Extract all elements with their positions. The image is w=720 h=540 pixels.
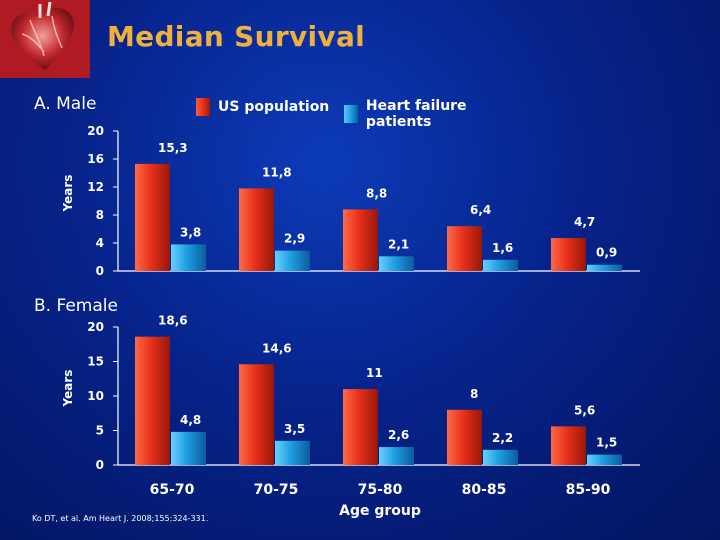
bar-heart-failure	[379, 256, 414, 271]
y-tick-label: 12	[87, 180, 104, 194]
data-label-us: 8,8	[366, 186, 387, 200]
y-tick-label: 0	[96, 458, 104, 472]
bar-heart-failure	[275, 250, 310, 271]
data-label-hf: 3,8	[180, 225, 201, 239]
y-tick-label: 8	[96, 208, 104, 222]
data-label-hf: 2,9	[284, 232, 305, 246]
data-label-hf: 0,9	[596, 246, 617, 260]
bar-heart-failure	[587, 264, 622, 271]
bar-us-population	[447, 409, 482, 465]
data-label-us: 4,7	[574, 215, 595, 229]
data-label-us: 15,3	[158, 141, 188, 155]
data-label-hf: 1,6	[492, 241, 513, 255]
heart-logo-icon	[0, 0, 90, 78]
data-label-hf: 2,2	[492, 431, 513, 445]
data-label-us: 14,6	[262, 341, 292, 355]
bar-us-population	[135, 163, 170, 271]
bar-us-population	[343, 389, 378, 465]
bar-us-population	[239, 364, 274, 465]
bar-us-population	[551, 426, 586, 465]
panel-b-label: B. Female	[34, 296, 118, 316]
x-tick-label: 85-90	[566, 482, 611, 498]
y-tick-label: 16	[87, 152, 104, 166]
y-axis-label: Years	[61, 370, 75, 408]
y-axis-label: Years	[61, 175, 75, 213]
bar-heart-failure	[379, 447, 414, 465]
bar-us-population	[239, 188, 274, 271]
data-label-hf: 1,5	[596, 436, 617, 450]
panel-a-label: A. Male	[34, 94, 97, 114]
x-tick-label: 65-70	[150, 482, 195, 498]
y-tick-label: 4	[96, 236, 104, 250]
bar-heart-failure	[483, 259, 518, 271]
legend-swatch-us	[196, 98, 210, 116]
x-tick-label: 70-75	[254, 482, 299, 498]
bar-us-population	[447, 226, 482, 271]
bar-heart-failure	[171, 244, 206, 271]
bar-heart-failure	[483, 449, 518, 465]
y-tick-label: 20	[87, 320, 104, 334]
bar-us-population	[135, 336, 170, 465]
legend-swatch-hf	[344, 105, 358, 123]
data-label-us: 11,8	[262, 165, 292, 179]
x-axis-label: Age group	[339, 503, 421, 519]
legend-item-hf: Heart failure patients	[344, 98, 536, 130]
citation: Ko DT, et al. Am Heart J. 2008;155:324-3…	[32, 514, 209, 523]
chart-legend: US population Heart failure patients	[196, 98, 536, 130]
bar-heart-failure	[171, 431, 206, 465]
x-tick-label: 75-80	[358, 482, 403, 498]
data-label-us: 5,6	[574, 403, 595, 417]
legend-item-us: US population	[196, 98, 329, 116]
bar-us-population	[551, 238, 586, 271]
y-tick-label: 5	[96, 424, 104, 438]
legend-label-hf: Heart failure patients	[365, 98, 467, 130]
y-tick-label: 20	[87, 124, 104, 138]
x-tick-label: 80-85	[462, 482, 507, 498]
data-label-hf: 2,6	[388, 428, 409, 442]
y-tick-label: 15	[87, 355, 104, 369]
bar-heart-failure	[275, 440, 310, 465]
data-label-hf: 4,8	[180, 413, 201, 427]
legend-label-us: US population	[218, 99, 330, 115]
y-tick-label: 0	[96, 264, 104, 278]
bar-us-population	[343, 209, 378, 271]
bar-heart-failure	[587, 454, 622, 465]
data-label-us: 6,4	[470, 203, 491, 217]
data-label-us: 18,6	[158, 314, 188, 328]
data-label-us: 11	[366, 366, 383, 380]
y-tick-label: 10	[87, 389, 104, 403]
data-label-hf: 3,5	[284, 422, 305, 436]
page-title: Median Survival	[107, 20, 366, 53]
data-label-hf: 2,1	[388, 237, 409, 251]
data-label-us: 8	[470, 387, 478, 401]
